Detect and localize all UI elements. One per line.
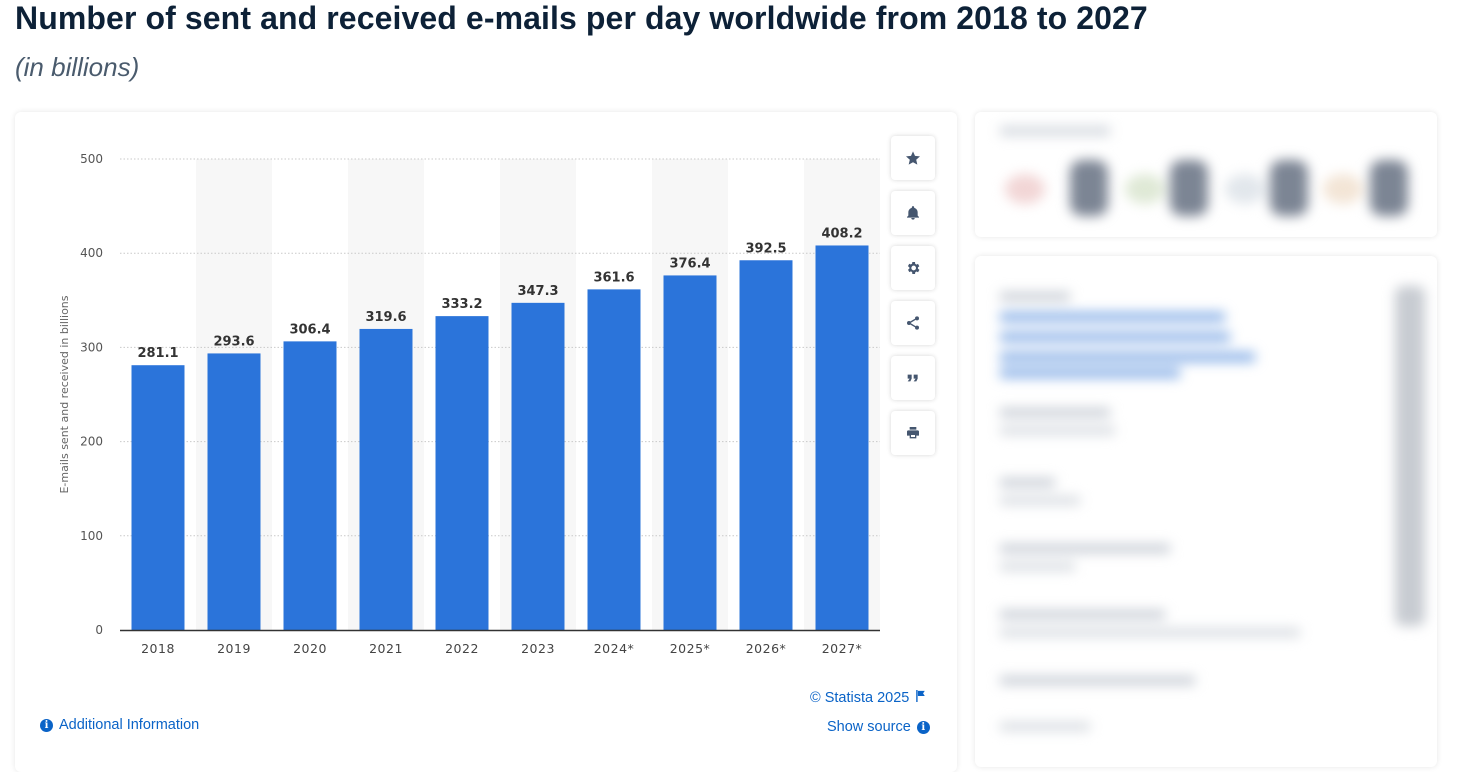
gear-icon (907, 262, 920, 274)
bar (283, 341, 337, 630)
data-label: 319.6 (365, 310, 406, 325)
details-card (975, 256, 1437, 767)
copyright-text: © Statista 2025 (810, 690, 910, 706)
y-axis-label: E-mails sent and received in billions (58, 295, 71, 493)
data-label: 281.1 (137, 346, 178, 361)
bar-chart: 0 100 200 300 400 500 E-mails sent and receive… (58, 152, 880, 656)
blurred-content (975, 256, 1437, 767)
data-label: 293.6 (213, 334, 254, 349)
y-tick-label: 0 (95, 623, 103, 637)
bar (815, 245, 869, 631)
bar (359, 328, 413, 630)
y-tick-label: 400 (80, 246, 103, 260)
show-source-link[interactable]: Show source i (827, 719, 930, 735)
bar (435, 316, 489, 630)
additional-information-label: Additional Information (59, 717, 200, 733)
x-tick-label: 2019 (217, 641, 251, 656)
bar (131, 365, 185, 630)
favorite-button[interactable] (891, 136, 935, 180)
y-tick-label: 100 (80, 529, 103, 543)
share-button[interactable] (891, 301, 935, 345)
bar (663, 275, 717, 630)
x-tick-label: 2026* (746, 641, 787, 656)
page-subtitle: (in billions) (15, 52, 140, 82)
related-statistics-card (975, 112, 1437, 237)
x-tick-label: 2021 (369, 641, 403, 656)
y-tick-label: 500 (80, 152, 103, 166)
x-tick-label: 2024* (594, 641, 635, 656)
quote-icon (907, 374, 918, 382)
cite-button[interactable] (891, 356, 935, 400)
show-source-label: Show source (827, 719, 911, 735)
blurred-content (975, 112, 1437, 237)
data-label: 361.6 (593, 270, 634, 285)
chart-card: 0 100 200 300 400 500 E-mails sent and receive… (15, 112, 957, 772)
data-label: 306.4 (289, 322, 330, 337)
settings-button[interactable] (891, 246, 935, 290)
y-tick-label: 200 (80, 435, 103, 449)
data-label: 333.2 (441, 297, 482, 312)
x-tick-label: 2025* (670, 641, 711, 656)
bar (511, 302, 565, 630)
print-icon (907, 427, 919, 439)
data-label: 408.2 (821, 226, 862, 241)
bar (587, 289, 641, 630)
x-tick-label: 2022 (445, 641, 479, 656)
share-icon (907, 316, 919, 330)
bell-icon (907, 206, 919, 220)
x-tick-label: 2020 (293, 641, 327, 656)
statista-copyright[interactable]: © Statista 2025 (810, 690, 926, 706)
info-icon: i (916, 720, 930, 734)
additional-information-link[interactable]: i Additional Information (40, 717, 199, 733)
x-tick-label: 2027* (822, 641, 863, 656)
notification-button[interactable] (891, 191, 935, 235)
star-icon (906, 151, 920, 165)
bar (207, 353, 261, 630)
data-label: 392.5 (745, 241, 786, 256)
x-tick-label: 2018 (141, 641, 175, 656)
y-tick-label: 300 (80, 340, 103, 354)
flag-icon (915, 690, 926, 706)
info-icon: i (40, 718, 53, 732)
print-button[interactable] (891, 411, 935, 455)
data-label: 376.4 (669, 256, 710, 271)
page-title: Number of sent and received e-mails per … (15, 0, 1148, 36)
data-label: 347.3 (517, 284, 558, 299)
x-tick-label: 2023 (521, 641, 555, 656)
bar (739, 260, 793, 630)
